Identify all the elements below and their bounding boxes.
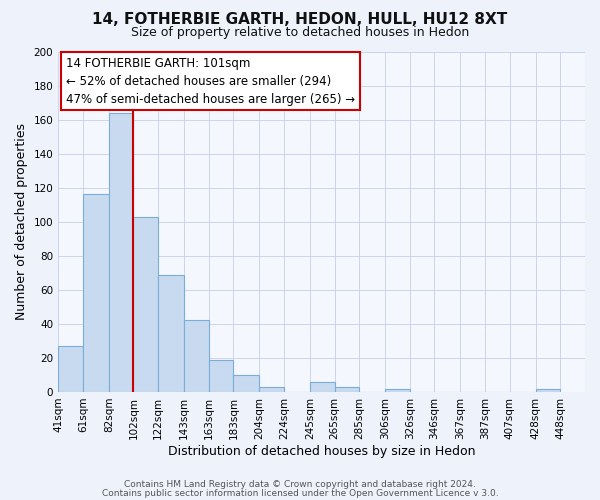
Bar: [536, 388, 560, 392]
X-axis label: Distribution of detached houses by size in Hedon: Distribution of detached houses by size …: [168, 444, 475, 458]
Bar: [133, 216, 158, 392]
Bar: [335, 387, 359, 392]
Bar: [385, 388, 410, 392]
Text: Contains HM Land Registry data © Crown copyright and database right 2024.: Contains HM Land Registry data © Crown c…: [124, 480, 476, 489]
Bar: [58, 346, 83, 392]
Bar: [233, 375, 259, 392]
Text: Size of property relative to detached houses in Hedon: Size of property relative to detached ho…: [131, 26, 469, 39]
Bar: [209, 360, 233, 392]
Bar: [83, 194, 109, 392]
Text: 14, FOTHERBIE GARTH, HEDON, HULL, HU12 8XT: 14, FOTHERBIE GARTH, HEDON, HULL, HU12 8…: [92, 12, 508, 28]
Text: Contains public sector information licensed under the Open Government Licence v : Contains public sector information licen…: [101, 488, 499, 498]
Y-axis label: Number of detached properties: Number of detached properties: [15, 123, 28, 320]
Bar: [310, 382, 335, 392]
Bar: [184, 320, 209, 392]
Bar: [158, 274, 184, 392]
Bar: [109, 113, 133, 392]
Text: 14 FOTHERBIE GARTH: 101sqm
← 52% of detached houses are smaller (294)
47% of sem: 14 FOTHERBIE GARTH: 101sqm ← 52% of deta…: [66, 56, 355, 106]
Bar: [259, 387, 284, 392]
